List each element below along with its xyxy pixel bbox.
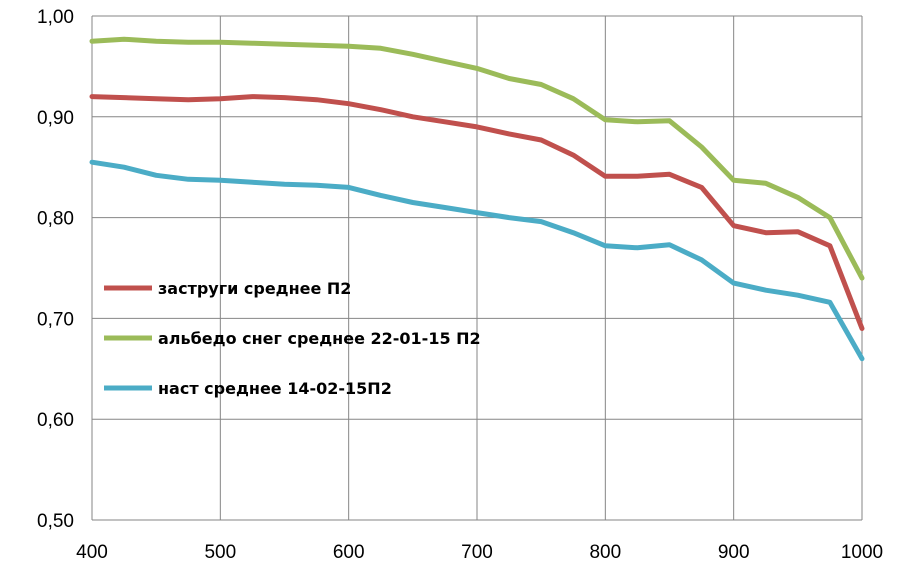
grid-layer <box>91 15 863 521</box>
axis-layer: 400 500 600 700 800 900 1000 0,50 0,60 0,70 0,80 0,… <box>37 7 883 563</box>
series-line-1 <box>89 36 865 281</box>
series-layer <box>89 36 865 362</box>
y-tick-label: 1,00 <box>37 7 74 28</box>
legend-label-2: наст среднее 14-02-15П2 <box>158 379 392 398</box>
y-tick-label: 0,70 <box>37 309 74 330</box>
x-tick-label: 1000 <box>841 542 883 563</box>
series-line-2 <box>89 159 865 362</box>
x-tick-label: 700 <box>461 542 493 563</box>
legend-label-0: заструги среднее П2 <box>158 279 351 298</box>
y-tick-label: 0,60 <box>37 410 74 431</box>
x-tick-label: 600 <box>333 542 365 563</box>
x-tick-label: 500 <box>204 542 236 563</box>
legend-label-1: альбедо снег среднее 22-01-15 П2 <box>158 329 481 348</box>
x-tick-label: 900 <box>718 542 750 563</box>
y-tick-label: 0,50 <box>37 511 74 532</box>
y-tick-label: 0,90 <box>37 108 74 129</box>
legend: заструги среднее П2 альбедо снег среднее … <box>104 279 481 398</box>
x-tick-label: 800 <box>589 542 621 563</box>
y-tick-label: 0,80 <box>37 209 74 230</box>
x-tick-label: 400 <box>76 542 108 563</box>
series-line-0 <box>89 94 865 331</box>
